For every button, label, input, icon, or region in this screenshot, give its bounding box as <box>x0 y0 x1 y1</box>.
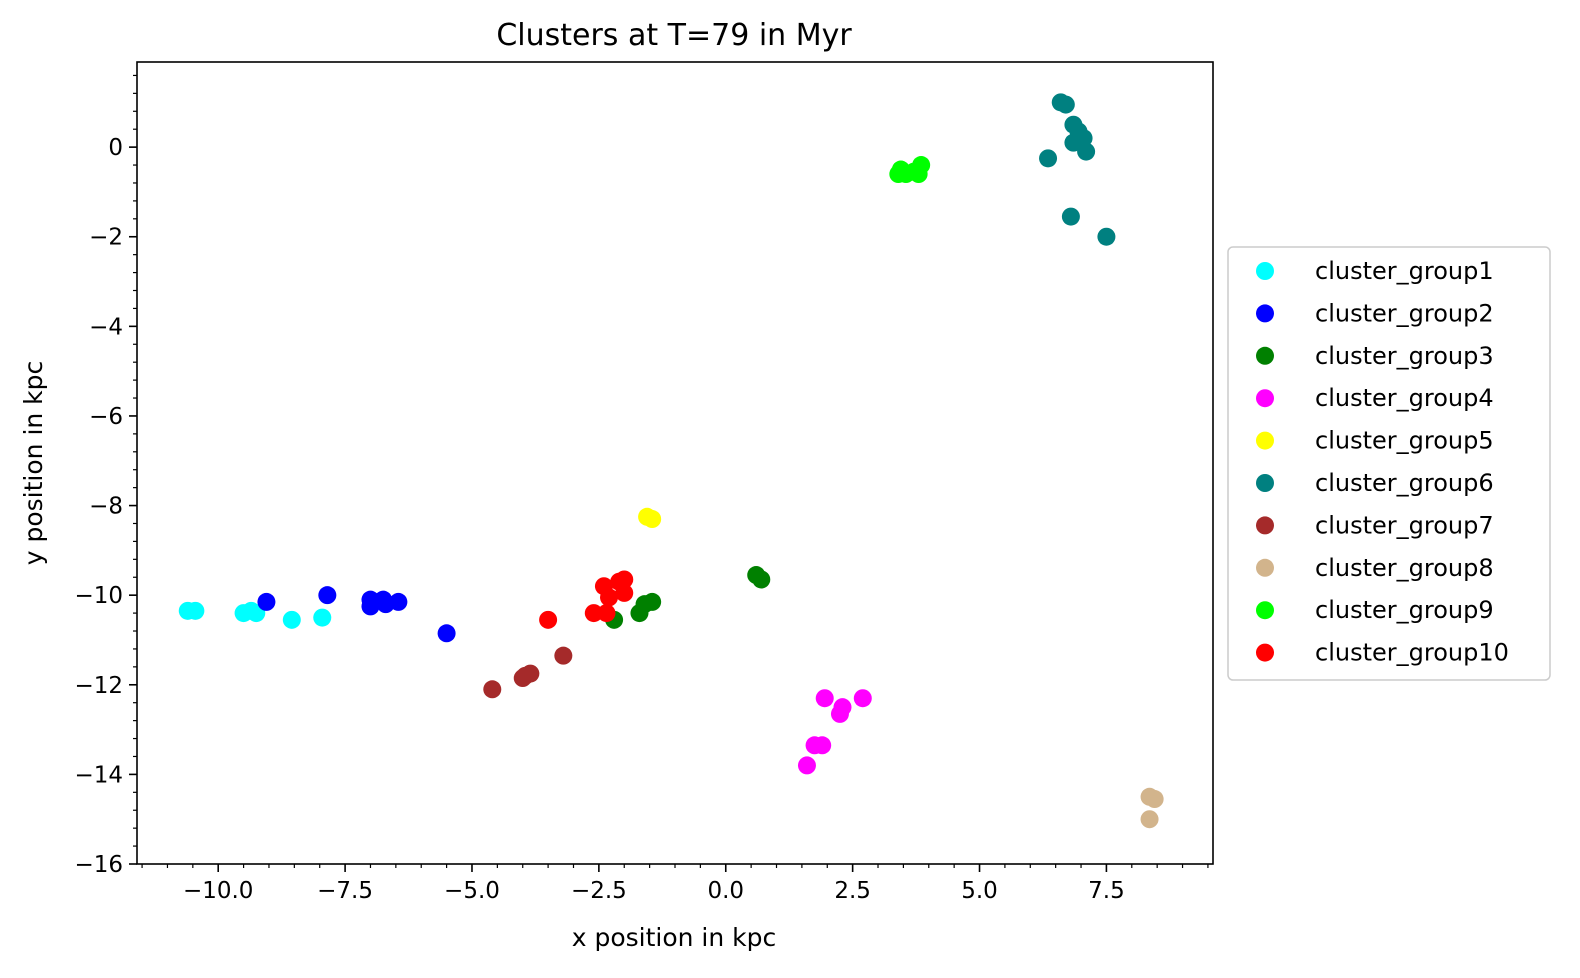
legend-marker <box>1256 262 1274 280</box>
data-point-cluster_group4 <box>815 689 834 708</box>
legend-marker <box>1256 431 1274 450</box>
y-tick-label: 0 <box>108 135 123 161</box>
data-point-cluster_group6 <box>1097 227 1116 246</box>
data-point-cluster_group4 <box>853 689 872 708</box>
y-tick-label: −6 <box>89 404 123 430</box>
legend-marker <box>1256 304 1274 323</box>
data-point-cluster_group3 <box>643 592 662 611</box>
data-point-cluster_group1 <box>313 608 332 627</box>
legend-marker <box>1256 346 1274 365</box>
data-point-cluster_group6 <box>1056 95 1075 114</box>
chart-title: Clusters at T=79 in Myr <box>496 18 852 53</box>
data-point-cluster_group10 <box>539 610 558 629</box>
data-point-cluster_group4 <box>797 756 816 775</box>
legend-label: cluster_group9 <box>1315 596 1494 624</box>
x-tick-label: −10.0 <box>183 878 253 904</box>
x-tick-label: −7.5 <box>317 878 373 904</box>
data-point-cluster_group10 <box>584 604 603 623</box>
legend-label: cluster_group1 <box>1315 257 1494 285</box>
data-point-cluster_group7 <box>554 646 573 665</box>
legend-marker <box>1256 601 1274 620</box>
x-tick-label: 0.0 <box>707 878 744 904</box>
data-point-cluster_group5 <box>643 510 662 529</box>
y-tick-label: −2 <box>89 225 123 251</box>
data-point-cluster_group2 <box>318 586 337 605</box>
data-point-cluster_group6 <box>1061 207 1080 226</box>
y-tick-label: −8 <box>89 494 123 520</box>
legend-label: cluster_group2 <box>1315 299 1494 327</box>
data-point-cluster_group3 <box>752 570 771 589</box>
data-point-cluster_group2 <box>389 592 408 611</box>
data-point-cluster_group2 <box>257 592 276 611</box>
x-axis-label: x position in kpc <box>572 923 777 952</box>
x-tick-label: 7.5 <box>1088 878 1125 904</box>
data-point-cluster_group4 <box>830 704 849 723</box>
data-point-cluster_group1 <box>282 610 301 629</box>
plot-frame <box>136 61 1214 865</box>
axis-ticks: −10.0 −7.5 −5.0 −2.5 0.0 2.5 5.0 7.5 0 −2 −4 −6 −8 −1… <box>74 74 1209 904</box>
data-point-cluster_group1 <box>186 601 205 620</box>
legend-label: cluster_group6 <box>1315 469 1494 497</box>
legend-marker <box>1256 558 1274 577</box>
data-point-cluster_group6 <box>1077 142 1096 161</box>
data-point-cluster_group4 <box>805 736 824 755</box>
legend: cluster_group1 cluster_group2 cluster_grou… <box>1227 246 1551 681</box>
legend-label: cluster_group4 <box>1315 384 1494 412</box>
x-tick-label: 2.5 <box>834 878 871 904</box>
y-tick-label: −12 <box>74 673 123 699</box>
data-point-cluster_group10 <box>600 588 619 607</box>
y-axis-label: y position in kpc <box>19 361 48 566</box>
data-point-cluster_group9 <box>909 165 928 184</box>
data-points <box>178 93 1164 829</box>
legend-marker <box>1256 643 1274 662</box>
y-tick-label: −4 <box>89 314 123 340</box>
data-point-cluster_group7 <box>521 664 540 683</box>
data-point-cluster_group2 <box>437 624 456 643</box>
data-point-cluster_group10 <box>615 570 634 589</box>
data-point-cluster_group10 <box>615 583 634 602</box>
data-point-cluster_group8 <box>1140 810 1159 829</box>
data-point-cluster_group10 <box>597 604 616 623</box>
y-tick-label: −10 <box>74 583 123 609</box>
legend-label: cluster_group8 <box>1315 554 1494 582</box>
legend-marker <box>1256 474 1274 492</box>
x-tick-label: 5.0 <box>961 878 998 904</box>
legend-marker <box>1256 516 1274 535</box>
legend-label: cluster_group5 <box>1315 427 1494 455</box>
legend-label: cluster_group10 <box>1315 639 1509 667</box>
x-tick-label: −5.0 <box>444 878 500 904</box>
legend-label: cluster_group3 <box>1315 342 1494 370</box>
y-tick-label: −14 <box>74 762 123 788</box>
legend-marker <box>1256 389 1274 408</box>
x-tick-label: −2.5 <box>571 878 627 904</box>
data-point-cluster_group7 <box>483 680 502 699</box>
legend-box <box>1227 246 1551 681</box>
data-point-cluster_group6 <box>1039 149 1058 168</box>
data-point-cluster_group8 <box>1145 790 1164 809</box>
data-point-cluster_group6 <box>1064 133 1083 152</box>
legend-label: cluster_group7 <box>1315 511 1494 539</box>
data-point-cluster_group9 <box>889 165 908 184</box>
y-tick-label: −16 <box>74 852 123 878</box>
